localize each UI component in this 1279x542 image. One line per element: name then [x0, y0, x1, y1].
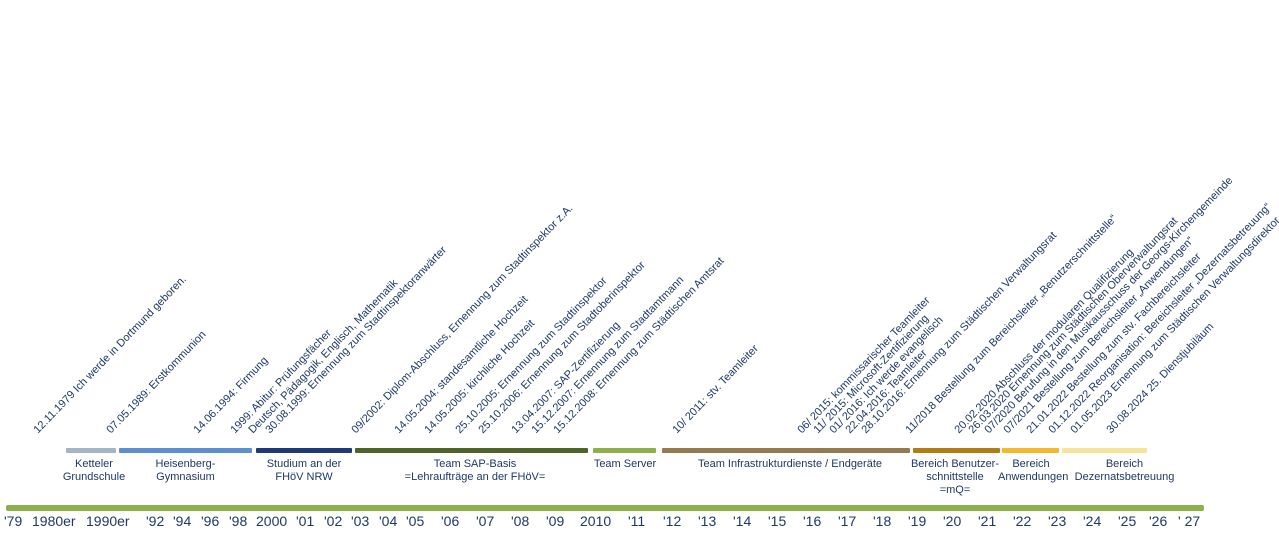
year-tick-label: '11 — [628, 513, 646, 529]
year-tick-label: '98 — [229, 513, 248, 529]
year-tick-label: ' 27 — [1178, 513, 1201, 529]
year-tick-label: '02 — [324, 513, 343, 529]
year-tick-label: '08 — [511, 513, 530, 529]
year-tick-label: '21 — [978, 513, 997, 529]
timeline-axis — [6, 505, 1204, 511]
year-tick-label: '94 — [173, 513, 192, 529]
year-tick-label: '07 — [476, 513, 495, 529]
year-tick-label: '79 — [4, 513, 23, 529]
event-label: 12.11.1979 Ich werde in Dortmund geboren… — [31, 273, 189, 436]
year-tick-label: 1990er — [86, 513, 130, 529]
phase-bar — [662, 448, 910, 453]
phase-bar — [256, 448, 352, 453]
phase-label: Team Infrastrukturdienste / Endgeräte — [697, 458, 883, 470]
year-tick-label: '03 — [351, 513, 370, 529]
year-tick-label: '18 — [873, 513, 892, 529]
year-tick-label: '01 — [296, 513, 315, 529]
phase-label: Bereich Dezernatsbetreuung — [1074, 458, 1175, 483]
phase-label: Team SAP-Basis =Lehraufträge an der FHöV= — [404, 458, 546, 483]
year-tick-label: '16 — [803, 513, 822, 529]
phase-bar — [593, 448, 656, 453]
year-tick-label: '05 — [406, 513, 425, 529]
year-tick-label: '12 — [663, 513, 682, 529]
year-tick-label: '04 — [379, 513, 398, 529]
year-tick-label: 2000 — [256, 513, 288, 529]
year-tick-label: '19 — [908, 513, 927, 529]
year-tick-label: '25 — [1118, 513, 1137, 529]
year-tick-label: '15 — [768, 513, 787, 529]
year-tick-label: 1980er — [32, 513, 76, 529]
event-label: 10/ 2011: stv. Teamleiter — [670, 342, 761, 436]
year-tick-label: '96 — [201, 513, 220, 529]
year-tick-label: '23 — [1048, 513, 1067, 529]
year-tick-label: '22 — [1013, 513, 1032, 529]
phase-label: Studium an der FHöV NRW — [266, 458, 342, 483]
phase-label: Heisenberg- Gymnasium — [155, 458, 216, 483]
year-tick-label: '09 — [546, 513, 565, 529]
year-tick-label: '26 — [1149, 513, 1168, 529]
year-tick-label: '17 — [838, 513, 857, 529]
phase-bar — [355, 448, 588, 453]
phase-bar — [66, 448, 116, 453]
year-tick-label: '92 — [146, 513, 165, 529]
phase-bar — [119, 448, 252, 453]
phase-label: Bereich Benutzer-schnittstelle =mQ= — [910, 458, 1000, 496]
phase-bar — [913, 448, 1000, 453]
year-tick-label: '20 — [943, 513, 962, 529]
year-tick-label: 2010 — [580, 513, 612, 529]
phase-label: Team Server — [593, 458, 657, 470]
phase-bar — [1002, 448, 1059, 453]
year-tick-label: '14 — [733, 513, 752, 529]
year-tick-label: '06 — [441, 513, 460, 529]
phase-label: Bereich Anwendungen — [998, 458, 1069, 483]
phase-bar — [1062, 448, 1147, 453]
phase-label: Ketteler Grundschule — [62, 458, 126, 483]
year-tick-label: '13 — [698, 513, 717, 529]
year-tick-label: '24 — [1083, 513, 1102, 529]
